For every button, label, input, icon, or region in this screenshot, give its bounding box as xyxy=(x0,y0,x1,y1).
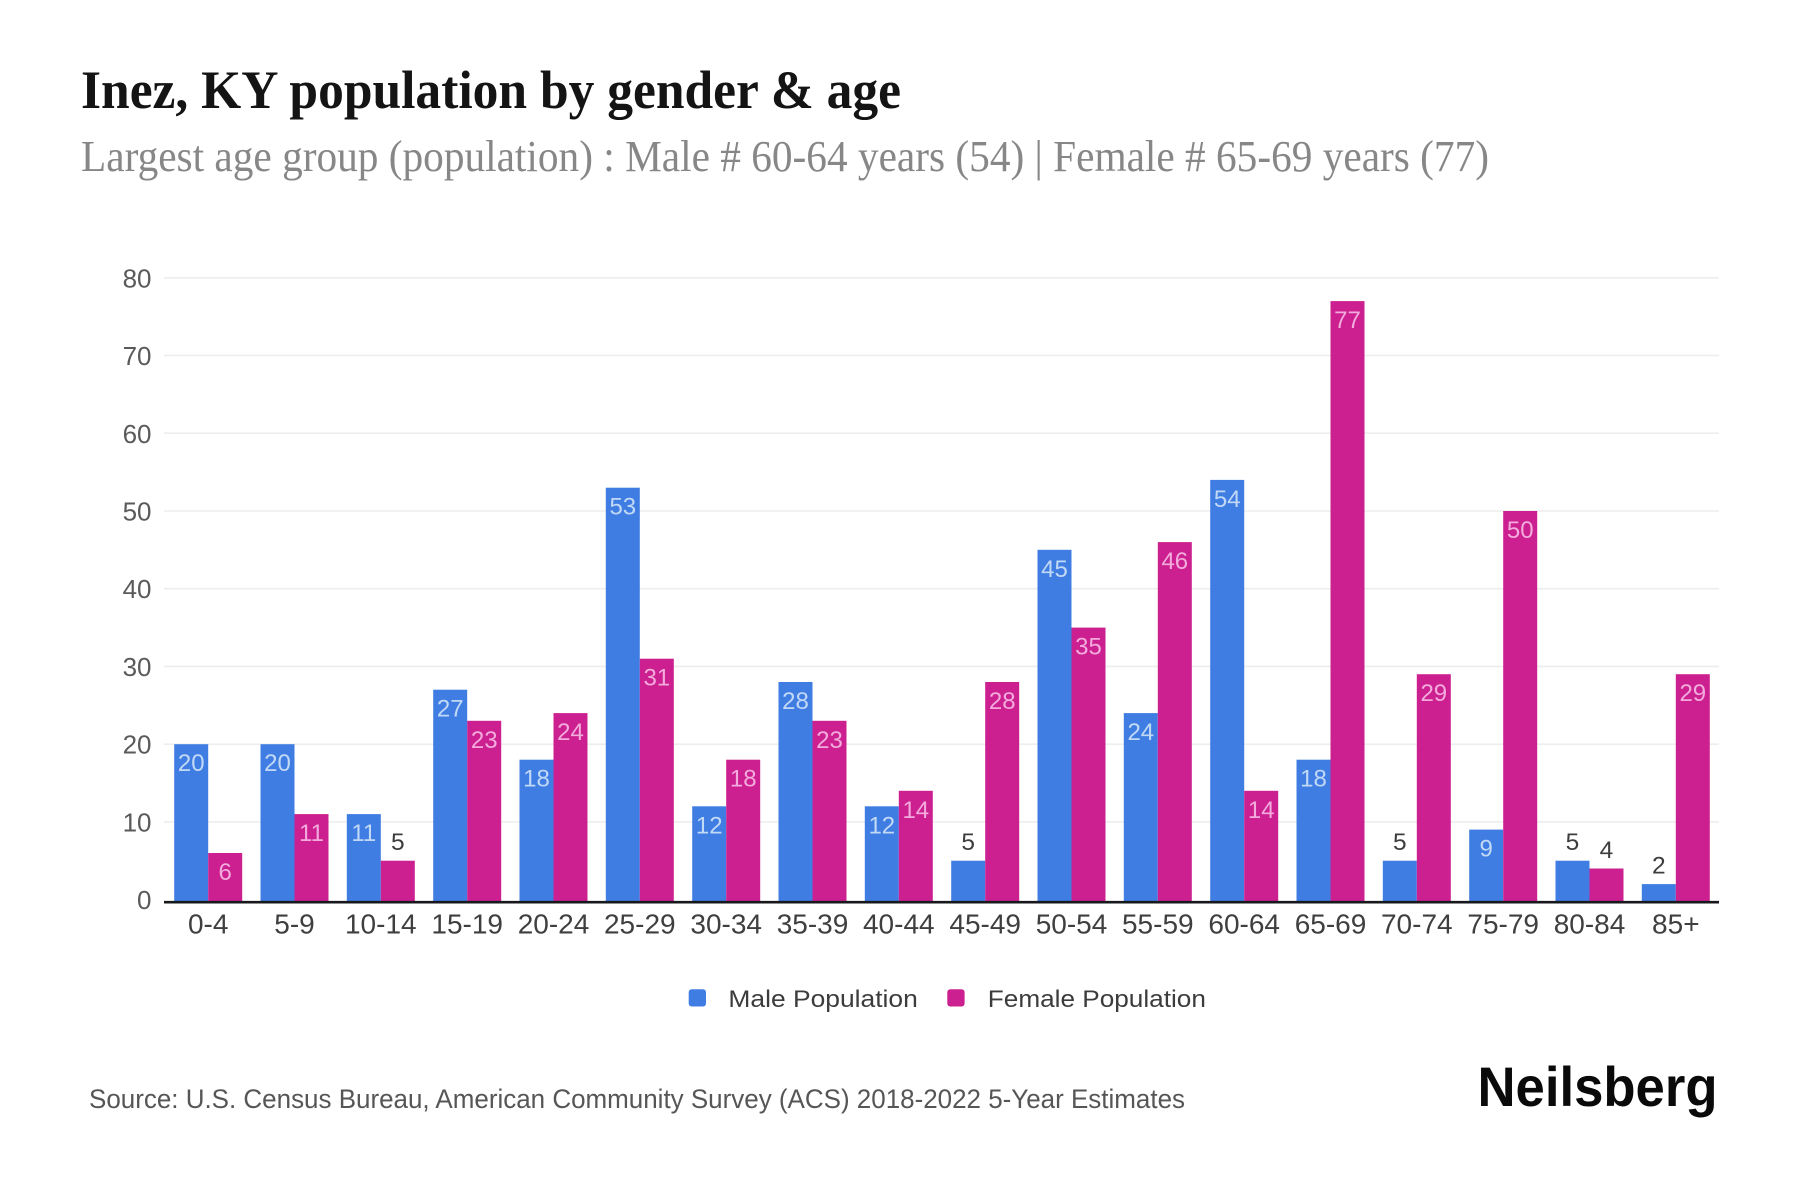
svg-text:20: 20 xyxy=(123,730,152,760)
svg-text:2: 2 xyxy=(1652,853,1666,880)
svg-text:35: 35 xyxy=(1075,634,1102,661)
svg-text:15-19: 15-19 xyxy=(431,909,503,940)
svg-text:12: 12 xyxy=(868,812,895,839)
svg-text:0: 0 xyxy=(137,885,151,915)
svg-text:31: 31 xyxy=(643,665,670,692)
svg-text:28: 28 xyxy=(989,688,1016,715)
svg-text:28: 28 xyxy=(782,688,809,715)
svg-text:30-34: 30-34 xyxy=(690,909,762,940)
svg-text:55-59: 55-59 xyxy=(1122,909,1194,940)
svg-text:80-84: 80-84 xyxy=(1554,909,1626,940)
svg-text:Female Population: Female Population xyxy=(988,986,1206,1013)
svg-text:77: 77 xyxy=(1334,307,1361,334)
svg-text:12: 12 xyxy=(696,812,723,839)
svg-text:Source: U.S. Census Bureau, Am: Source: U.S. Census Bureau, American Com… xyxy=(89,1084,1185,1114)
svg-text:60: 60 xyxy=(123,419,152,449)
svg-text:45: 45 xyxy=(1041,556,1068,583)
svg-text:50: 50 xyxy=(1507,517,1534,544)
svg-text:10-14: 10-14 xyxy=(345,909,417,940)
svg-text:20: 20 xyxy=(178,750,205,777)
svg-text:70-74: 70-74 xyxy=(1381,909,1453,940)
svg-text:20: 20 xyxy=(264,750,291,777)
svg-text:18: 18 xyxy=(1300,766,1327,793)
svg-text:54: 54 xyxy=(1214,486,1241,513)
svg-text:Male Population: Male Population xyxy=(728,986,917,1013)
svg-text:Largest age group (population): Largest age group (population) : Male # … xyxy=(81,131,1489,181)
svg-text:50-54: 50-54 xyxy=(1036,909,1108,940)
svg-text:23: 23 xyxy=(471,727,498,754)
svg-text:18: 18 xyxy=(523,766,550,793)
svg-text:5-9: 5-9 xyxy=(274,909,314,940)
svg-text:Neilsberg: Neilsberg xyxy=(1478,1055,1718,1118)
svg-text:6: 6 xyxy=(219,859,232,886)
svg-text:14: 14 xyxy=(1248,797,1275,824)
svg-text:75-79: 75-79 xyxy=(1467,909,1539,940)
svg-text:0-4: 0-4 xyxy=(188,909,228,940)
svg-text:80: 80 xyxy=(123,263,152,293)
svg-text:27: 27 xyxy=(437,696,464,723)
svg-text:23: 23 xyxy=(816,727,843,754)
svg-text:53: 53 xyxy=(609,494,636,521)
svg-text:45-49: 45-49 xyxy=(949,909,1021,940)
svg-text:40: 40 xyxy=(123,574,152,604)
svg-text:9: 9 xyxy=(1480,836,1493,863)
svg-text:5: 5 xyxy=(391,829,405,856)
svg-text:29: 29 xyxy=(1420,680,1447,707)
svg-text:14: 14 xyxy=(902,797,929,824)
svg-text:24: 24 xyxy=(557,719,584,746)
svg-text:24: 24 xyxy=(1127,719,1154,746)
svg-text:70: 70 xyxy=(123,341,152,371)
svg-text:10: 10 xyxy=(123,807,152,837)
svg-text:40-44: 40-44 xyxy=(863,909,935,940)
svg-text:60-64: 60-64 xyxy=(1208,909,1280,940)
svg-text:25-29: 25-29 xyxy=(604,909,676,940)
svg-text:11: 11 xyxy=(351,820,376,847)
svg-text:35-39: 35-39 xyxy=(777,909,849,940)
svg-text:65-69: 65-69 xyxy=(1295,909,1367,940)
svg-text:85+: 85+ xyxy=(1652,909,1700,940)
svg-text:46: 46 xyxy=(1161,548,1188,575)
svg-text:18: 18 xyxy=(730,766,757,793)
svg-text:11: 11 xyxy=(299,820,324,847)
svg-text:5: 5 xyxy=(1566,829,1580,856)
svg-text:4: 4 xyxy=(1600,837,1614,864)
svg-text:29: 29 xyxy=(1679,680,1706,707)
svg-text:5: 5 xyxy=(961,829,975,856)
svg-text:30: 30 xyxy=(123,652,152,682)
svg-text:20-24: 20-24 xyxy=(518,909,590,940)
svg-text:Inez, KY population by gender: Inez, KY population by gender & age xyxy=(81,60,901,120)
svg-text:5: 5 xyxy=(1393,829,1407,856)
svg-text:50: 50 xyxy=(123,497,152,527)
